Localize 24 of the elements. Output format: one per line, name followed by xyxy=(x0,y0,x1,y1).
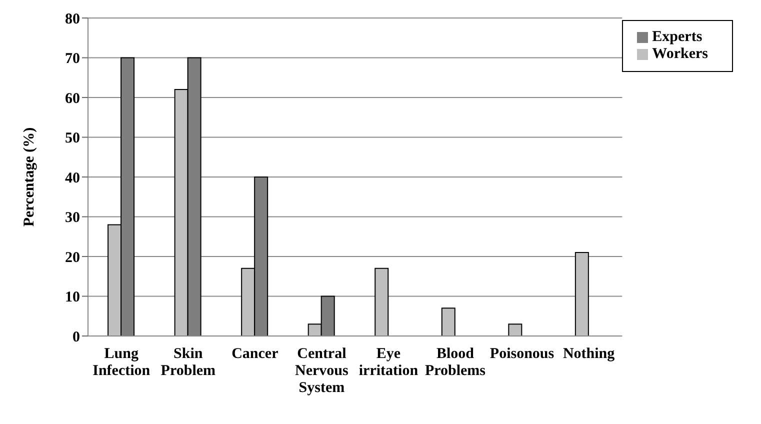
y-axis-title: Percentage (%) xyxy=(21,127,38,227)
bar xyxy=(374,268,389,336)
y-tick-label: 80 xyxy=(65,11,80,28)
x-tick-label: Cancer xyxy=(232,346,279,362)
y-tick-label: 50 xyxy=(65,130,80,147)
y-tick-label: 30 xyxy=(65,210,80,226)
legend-label: Workers xyxy=(652,46,708,62)
x-tick-label: Lung Infection xyxy=(92,346,151,379)
x-tick-label: Central Nervous System xyxy=(295,346,349,396)
x-tick-label: Eye irritation xyxy=(358,346,419,379)
bar xyxy=(508,324,522,336)
y-tick-label: 40 xyxy=(65,170,80,186)
bar xyxy=(441,308,456,336)
legend-label: Experts xyxy=(652,29,702,45)
y-tick-label: 70 xyxy=(65,51,80,68)
y-tick-label: 60 xyxy=(65,90,80,107)
y-tick-label: 10 xyxy=(65,290,80,306)
x-tick-label: Poisonous xyxy=(490,346,554,362)
y-tick-label: 20 xyxy=(65,250,80,266)
bar xyxy=(574,252,589,336)
x-tick-label: Nothing xyxy=(562,346,616,362)
y-tick-label: 0 xyxy=(72,329,80,346)
x-tick-label: Blood Problems xyxy=(424,346,486,379)
x-tick-label: Skin Problem xyxy=(160,346,216,379)
